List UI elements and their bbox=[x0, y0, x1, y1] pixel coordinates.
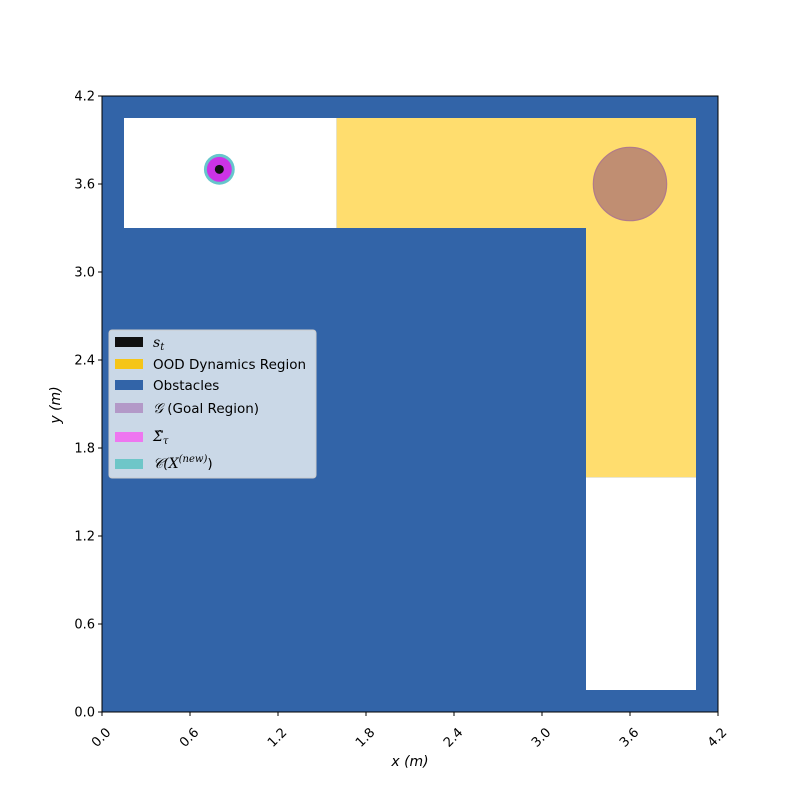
x-axis-label: x (m) bbox=[390, 754, 428, 770]
goal-region bbox=[592, 146, 668, 222]
legend-label-obstacles: Obstacles bbox=[153, 378, 219, 394]
x-tick-label-4.2: 4.2 bbox=[705, 725, 730, 750]
y-tick-label-3.0: 3.0 bbox=[74, 266, 95, 281]
legend-swatch-sigma bbox=[115, 432, 143, 442]
y-tick-label-0.0: 0.0 bbox=[74, 706, 95, 721]
legend-label-conformal: 𝒞(X(new)) bbox=[153, 454, 213, 472]
y-tick-label-0.6: 0.6 bbox=[74, 618, 95, 633]
legend-frame bbox=[108, 329, 317, 479]
legend-label-state: st bbox=[153, 335, 165, 353]
legend-label-goal: 𝒢 (Goal Region) bbox=[153, 401, 259, 417]
legend-swatch-obstacles bbox=[115, 380, 143, 390]
axes-frame bbox=[101, 95, 719, 713]
plot-area bbox=[102, 96, 718, 712]
y-tick-label-1.8: 1.8 bbox=[74, 442, 95, 457]
x-tick-label-0.0: 0.0 bbox=[89, 725, 114, 750]
x-tick-label-1.2: 1.2 bbox=[265, 725, 290, 750]
x-tick-label-0.6: 0.6 bbox=[177, 725, 202, 750]
state-point bbox=[214, 164, 224, 174]
legend-label-sigma: Σ̂τ bbox=[152, 429, 169, 447]
legend-swatch-ood bbox=[115, 359, 143, 369]
x-tick-label-3.0: 3.0 bbox=[529, 725, 554, 750]
free-space-bottom-right bbox=[586, 477, 696, 690]
legend-swatch-state bbox=[115, 337, 143, 347]
x-tick-label-3.6: 3.6 bbox=[617, 725, 642, 750]
legend-label-ood: OOD Dynamics Region bbox=[153, 357, 306, 373]
y-tick-label-3.6: 3.6 bbox=[74, 178, 95, 193]
legend-swatch-conformal bbox=[115, 459, 143, 469]
y-tick-label-1.2: 1.2 bbox=[74, 530, 95, 545]
y-axis-label: y (m) bbox=[48, 386, 64, 424]
y-tick-label-2.4: 2.4 bbox=[74, 354, 95, 369]
x-tick-label-1.8: 1.8 bbox=[353, 725, 378, 750]
legend-swatch-goal bbox=[115, 403, 143, 413]
ood-dynamics-region-2 bbox=[586, 228, 696, 478]
axes: 0.0 0.6 1.2 1.8 2.4 3.0 3.6 4.2 0.0 0.6 1.2 1.8 2.4 3… bbox=[74, 90, 730, 751]
x-tick-label-2.4: 2.4 bbox=[441, 725, 466, 750]
y-tick-label-4.2: 4.2 bbox=[74, 90, 95, 105]
legend: st OOD Dynamics Region Obstacles 𝒢 (Goal… bbox=[108, 329, 317, 479]
